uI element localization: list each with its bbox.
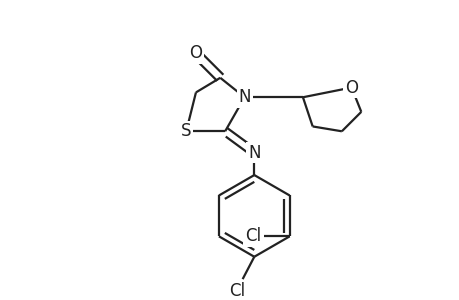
Text: O: O	[189, 44, 202, 62]
Text: O: O	[344, 79, 357, 97]
Text: N: N	[238, 88, 250, 106]
Text: S: S	[180, 122, 191, 140]
Text: N: N	[247, 144, 260, 162]
Text: Cl: Cl	[228, 282, 244, 300]
Text: Cl: Cl	[244, 227, 260, 245]
